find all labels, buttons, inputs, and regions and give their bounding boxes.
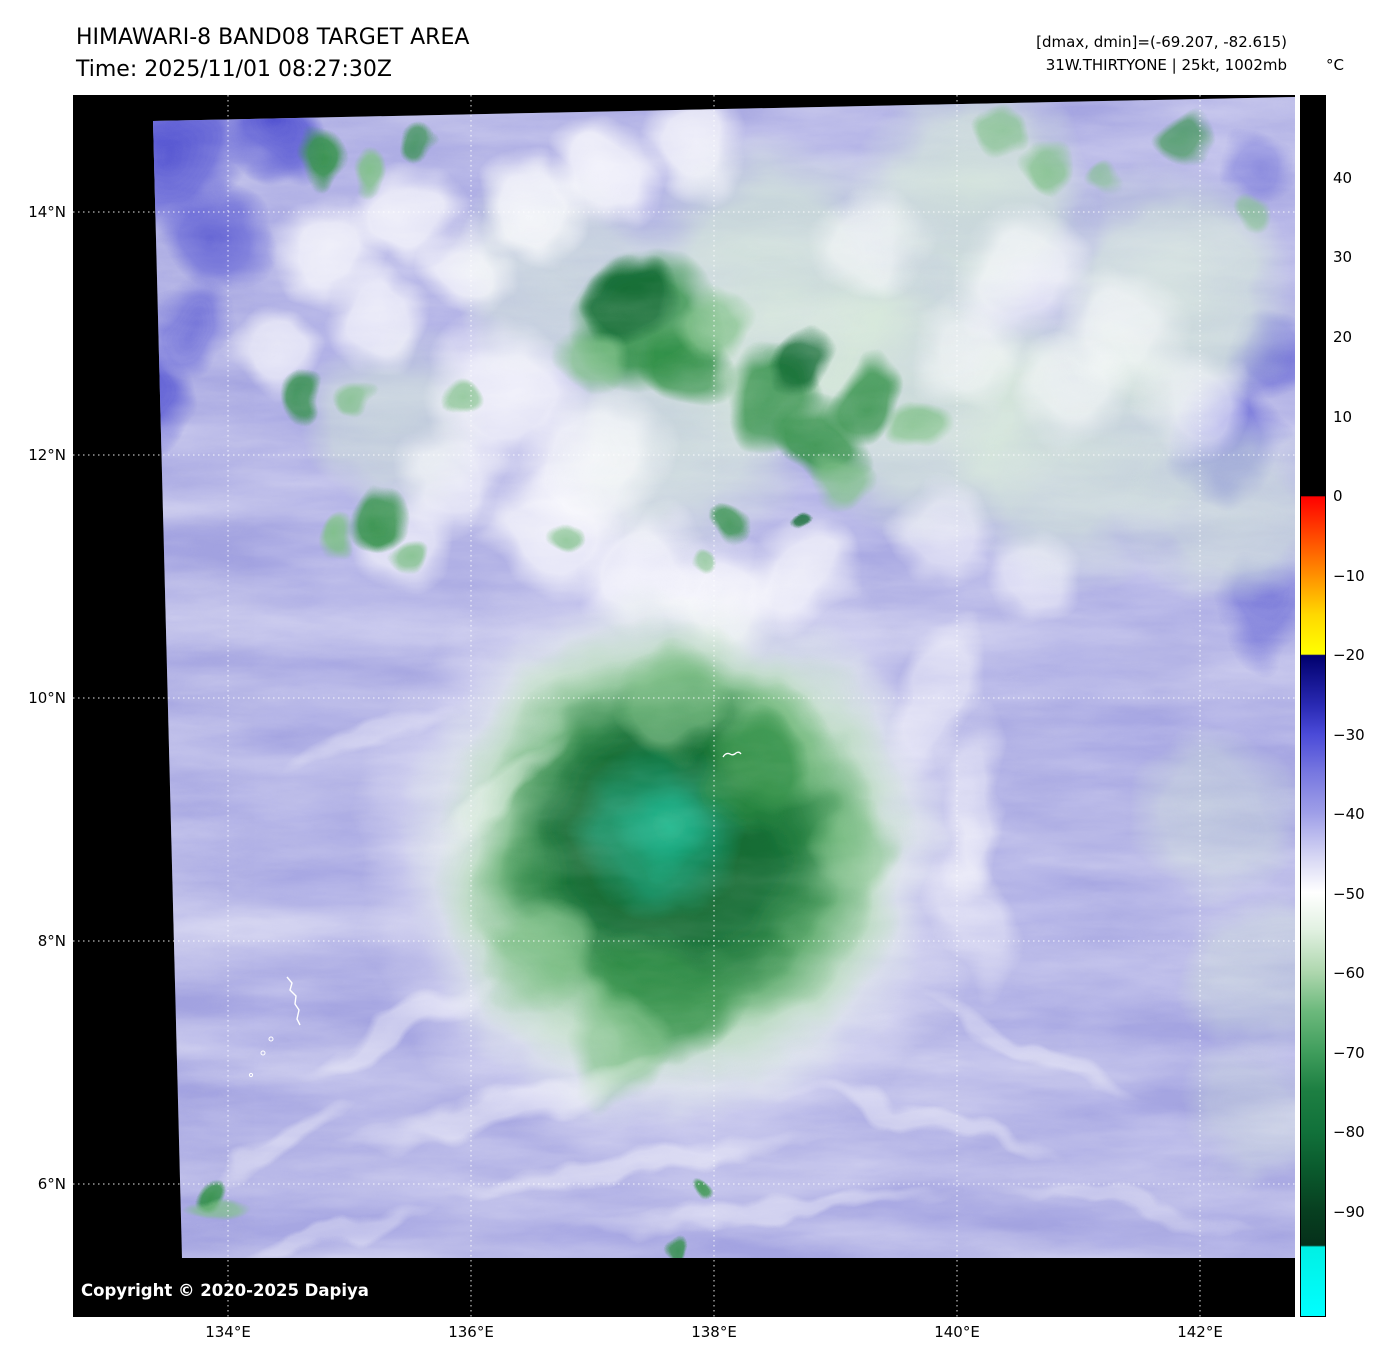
cbar-tick-30: 30 (1333, 248, 1353, 266)
cbar-tick-m90: −90 (1333, 1203, 1365, 1221)
cbar-tick-m30: −30 (1333, 726, 1365, 744)
coastline-palau (286, 976, 301, 1026)
cbar-tick-40: 40 (1333, 169, 1353, 187)
lat-tick-12n: 12°N (28, 446, 66, 464)
cbar-tick-m40: −40 (1333, 805, 1365, 823)
temperature-colorbar (1300, 95, 1326, 1317)
cbar-tick-m80: −80 (1333, 1123, 1365, 1141)
cbar-tick-m20: −20 (1333, 646, 1365, 664)
figure-title: HIMAWARI-8 BAND08 TARGET AREA (76, 25, 470, 50)
figure-header: HIMAWARI-8 BAND08 TARGET AREA Time: 2025… (76, 22, 469, 86)
lon-tick-140e: 140°E (934, 1323, 980, 1341)
lat-tick-8n: 8°N (37, 932, 66, 950)
satellite-imagery (73, 95, 1295, 1317)
lon-tick-138e: 138°E (691, 1323, 737, 1341)
copyright: Copyright © 2020-2025 Dapiya (81, 1281, 369, 1300)
lon-tick-142e: 142°E (1177, 1323, 1223, 1341)
lat-tick-10n: 10°N (28, 689, 66, 707)
coastline-atoll (722, 751, 742, 758)
lat-tick-14n: 14°N (28, 203, 66, 221)
lon-tick-136e: 136°E (448, 1323, 494, 1341)
colorbar-unit-label: °C (1326, 56, 1344, 74)
storm-info: 31W.THIRTYONE | 25kt, 1002mb (1045, 56, 1287, 74)
cbar-tick-20: 20 (1333, 328, 1353, 346)
cbar-tick-m70: −70 (1333, 1044, 1365, 1062)
cbar-tick-m60: −60 (1333, 964, 1365, 982)
dmax-dmin-readout: [dmax, dmin]=(-69.207, -82.615) (1036, 33, 1287, 51)
cbar-tick-0: 0 (1333, 487, 1343, 505)
coastlines (248, 751, 742, 1078)
map-plot: Copyright © 2020-2025 Dapiya (73, 95, 1295, 1317)
cbar-tick-m10: −10 (1333, 567, 1365, 585)
figure-time: Time: 2025/11/01 08:27:30Z (76, 57, 392, 82)
lon-tick-134e: 134°E (205, 1323, 251, 1341)
figure-header-right: [dmax, dmin]=(-69.207, -82.615) 31W.THIR… (1036, 31, 1287, 77)
cbar-tick-m50: −50 (1333, 885, 1365, 903)
lat-tick-6n: 6°N (37, 1175, 66, 1193)
imagery-swath (153, 97, 1295, 1258)
cbar-tick-10: 10 (1333, 408, 1353, 426)
grid-lines (73, 95, 1295, 1317)
